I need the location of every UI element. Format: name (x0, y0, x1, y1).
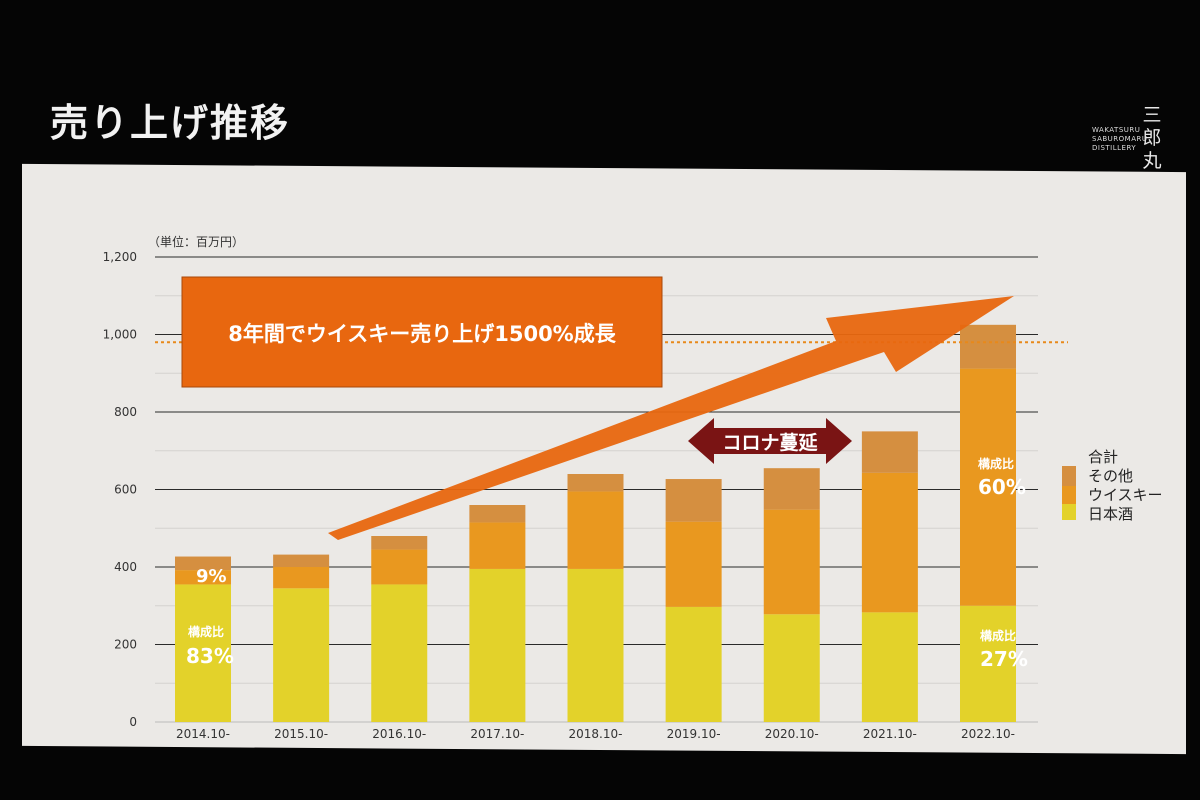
headline-banner (181, 276, 663, 388)
headline-text: 8年間でウイスキー売り上げ1500%成長 (228, 322, 616, 346)
bar-segment (175, 584, 231, 722)
legend-swatch-total (1062, 466, 1076, 480)
x-tick-label: 2014.10- (176, 727, 230, 741)
corona-label: コロナ蔓延 (722, 432, 818, 454)
bar-segment (567, 474, 624, 492)
whisky-share-label-2022: 構成比 (978, 456, 1014, 471)
bar-segment (665, 606, 722, 722)
corona-arrow (688, 418, 852, 464)
growth-arrow (328, 296, 1014, 540)
bar-segment (861, 472, 918, 613)
bar-segment (763, 614, 820, 722)
x-tick-label: 2022.10- (961, 727, 1015, 741)
logo-char: 三 (1142, 104, 1162, 126)
legend-swatch-sake (1062, 504, 1076, 520)
x-tick-label: 2015.10- (274, 727, 328, 741)
bar-segment (371, 549, 428, 585)
sake-share-label-2014: 構成比 (188, 624, 224, 639)
y-tick-label: 200 (114, 638, 137, 652)
y-tick-label: 1,000 (103, 328, 137, 342)
bar-segment (371, 536, 428, 550)
bar-segment (960, 605, 1016, 722)
sake-share-2022: 27% (980, 647, 1028, 671)
legend-swatch-other (1062, 480, 1076, 486)
y-tick-label: 800 (114, 405, 137, 419)
brand-line: DISTILLERY (1092, 144, 1137, 152)
sake-share-label-2022: 構成比 (980, 628, 1016, 643)
bar-segment (861, 431, 918, 473)
legend-label-other: その他 (1088, 467, 1133, 485)
sake-share-2014: 83% (186, 644, 234, 668)
bar-segment (469, 505, 526, 523)
whisky-share-2022: 60% (978, 475, 1026, 499)
legend-swatch-whisky (1062, 486, 1076, 504)
bar-segment (469, 568, 526, 722)
bar-segment (175, 556, 231, 571)
x-tick-label: 2016.10- (372, 727, 426, 741)
x-tick-label: 2018.10- (569, 727, 623, 741)
brand-text: WAKATSURU SABUROMARU DISTILLERY (1092, 126, 1147, 153)
logo-char: 丸 (1142, 150, 1162, 172)
unit-note: （単位：百万円） (148, 234, 244, 249)
y-tick-label: 600 (114, 483, 137, 497)
x-tick-label: 2017.10- (470, 727, 524, 741)
bar-segment (371, 584, 428, 722)
bar-segment (763, 509, 820, 615)
legend-label-sake: 日本酒 (1088, 505, 1133, 523)
brand-line: SABUROMARU (1092, 135, 1148, 143)
legend: 合計 その他 ウイスキー 日本酒 (1062, 448, 1163, 523)
bar-segment (567, 568, 624, 722)
bar-segment (763, 468, 820, 510)
legend-label-total: 合計 (1088, 448, 1118, 466)
bar-segment (960, 368, 1016, 606)
x-tick-label: 2019.10- (667, 727, 721, 741)
distillery-logo: 三 郎 丸 (1140, 104, 1164, 173)
bar-segment (861, 612, 918, 722)
x-tick-label: 2020.10- (765, 727, 819, 741)
whisky-share-2014: 9% (196, 566, 227, 587)
legend-label-whisky: ウイスキー (1088, 486, 1163, 504)
bars: 2014.10- 2015.10- 2016.10- 2017.10- 2018.10-… (175, 324, 1016, 741)
bar-segment (665, 521, 722, 607)
y-tick-label: 400 (114, 560, 137, 574)
bar-segment (960, 324, 1016, 369)
x-tick-label: 2021.10- (863, 727, 917, 741)
y-tick-label: 0 (129, 715, 137, 729)
bar-segment (273, 567, 330, 589)
brand-line: WAKATSURU (1092, 126, 1141, 134)
bar-segment (273, 588, 330, 722)
bar-segment (469, 522, 526, 569)
bar-segment (175, 570, 231, 585)
slide-title: 売り上げ推移 (50, 101, 291, 145)
y-tick-label: 1,200 (103, 250, 137, 264)
bar-segment (567, 491, 624, 569)
logo-char: 郎 (1142, 127, 1162, 149)
bar-segment (273, 554, 330, 567)
bar-segment (665, 479, 722, 522)
